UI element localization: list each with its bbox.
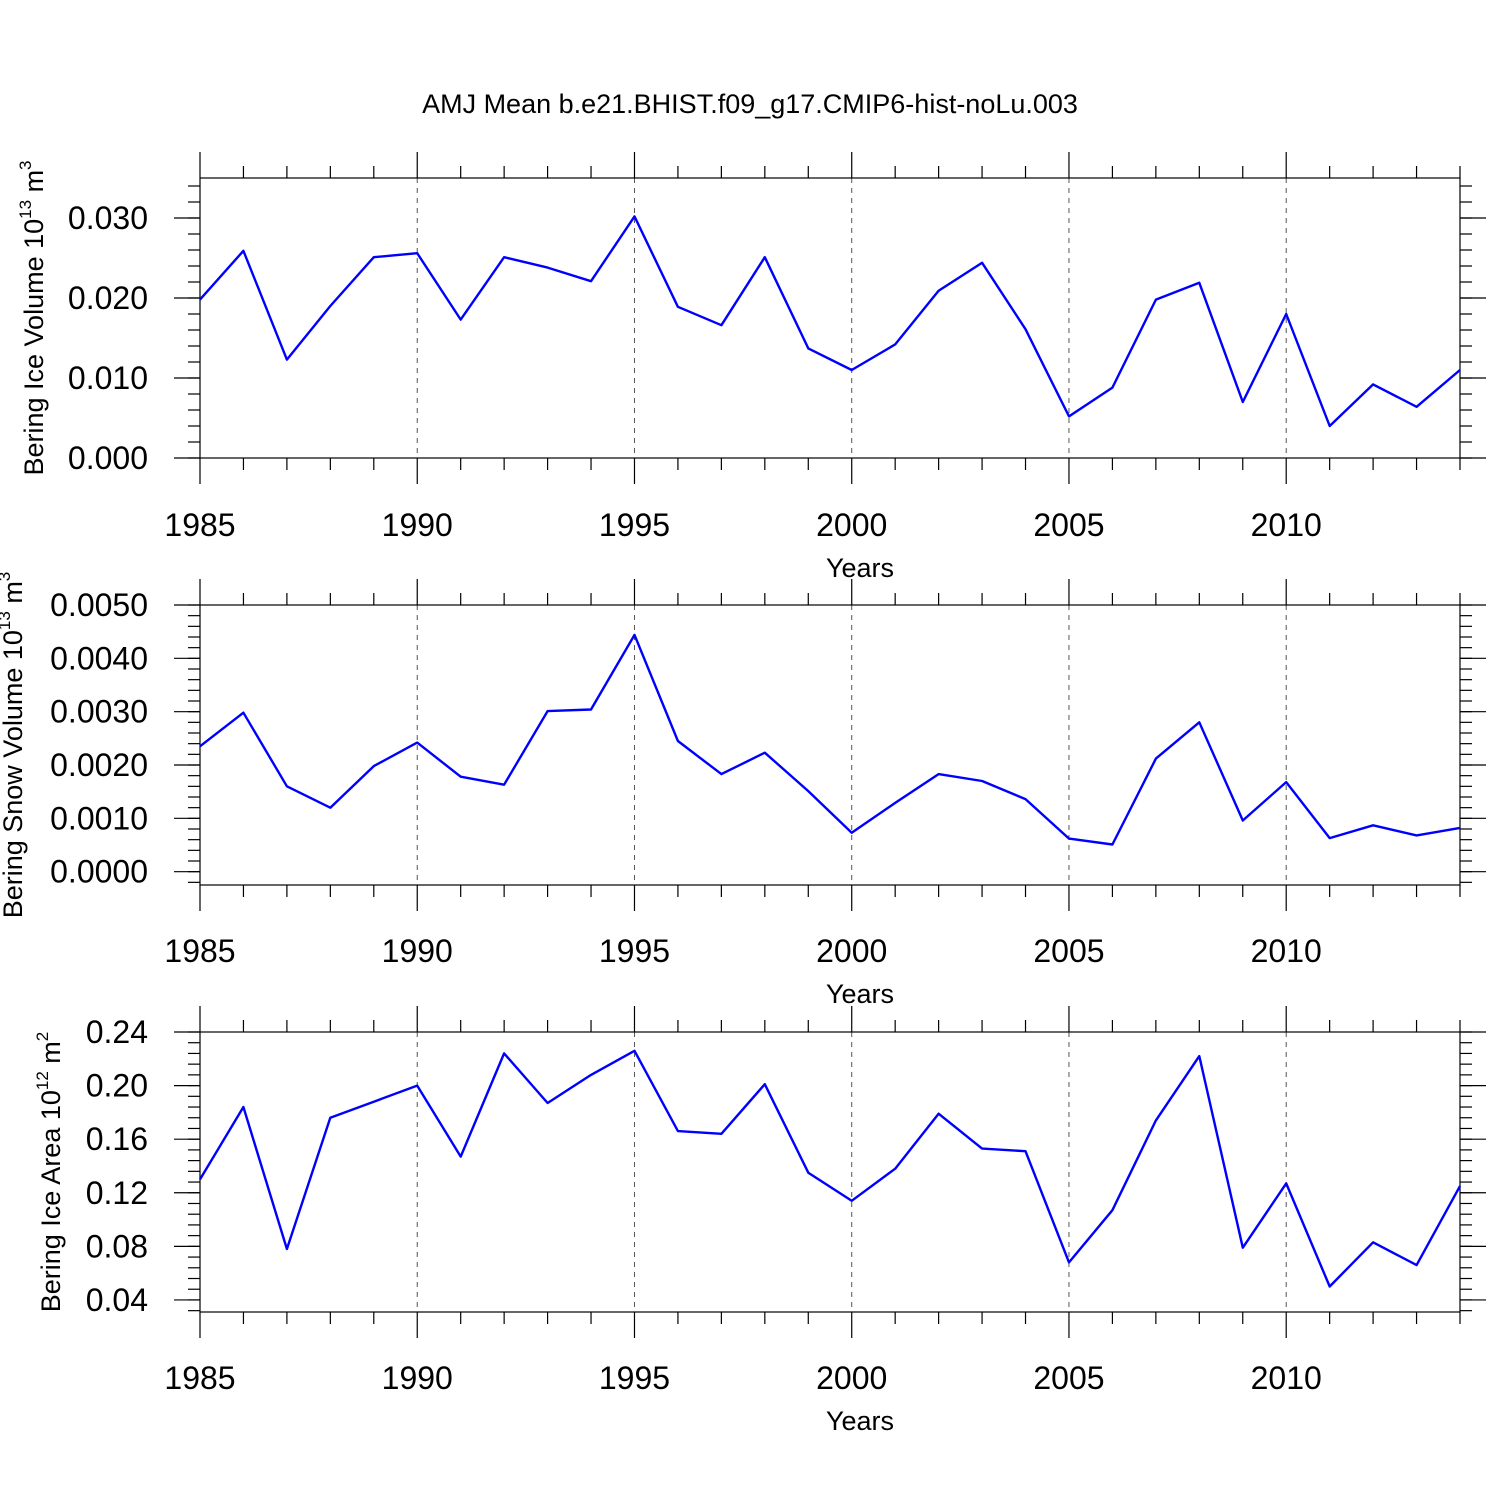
ice-volume-y-tick-label: 0.030 [68, 200, 148, 236]
snow-volume-x-tick-label: 2010 [1251, 933, 1322, 969]
snow-volume-y-axis-label: Bering Snow Volume 1013 m3 [0, 572, 28, 919]
ice-area-x-tick-label: 2000 [816, 1360, 887, 1396]
snow-volume-x-tick-label: 1990 [382, 933, 453, 969]
snow-volume-panel: 1985 1990 1995 2000 2005 2010 Years 0.0000 0.001… [0, 572, 1486, 1009]
snow-volume-y-axis-label-unit-exp: 3 [0, 572, 14, 581]
snow-volume-y-axis-label-unit: m [0, 581, 28, 611]
ice-area-x-tick-label: 1990 [382, 1360, 453, 1396]
ice-area-y-tick-label: 0.04 [86, 1282, 148, 1318]
ice-volume-y-tick-label: 0.020 [68, 280, 148, 316]
ice-volume-x-tick-label: 1990 [382, 507, 453, 543]
snow-volume-x-axis-label: Years [826, 979, 894, 1009]
ice-volume-y-axis-label: Bering Ice Volume 1013 m3 [16, 160, 49, 475]
figure-title: AMJ Mean b.e21.BHIST.f09_g17.CMIP6-hist-… [422, 89, 1078, 119]
ice-area-y-tick-label: 0.12 [86, 1175, 148, 1211]
ice-volume-y-axis-label-main: Bering Ice Volume 10 [19, 219, 49, 476]
snow-volume-y-tick-label: 0.0030 [50, 694, 148, 730]
ice-area-y-axis-label-exp: 12 [33, 1071, 52, 1090]
ice-volume-y-axis-label-unit-exp: 3 [16, 160, 35, 169]
snow-volume-y-tick-label: 0.0040 [50, 640, 148, 676]
ice-area-panel: 1985 1990 1995 2000 2005 2010 Years 0.04 0.08 0.1… [33, 1006, 1486, 1436]
ice-volume-x-tick-label: 2000 [816, 507, 887, 543]
ice-volume-y-tick-label: 0.010 [68, 360, 148, 396]
ice-volume-x-axis-label: Years [826, 553, 894, 583]
snow-volume-y-tick-label: 0.0000 [50, 854, 148, 890]
ice-area-y-tick-label: 0.24 [86, 1014, 148, 1050]
ice-volume-x-tick-label: 2010 [1251, 507, 1322, 543]
snow-volume-plot-frame [199, 604, 1461, 886]
ice-volume-y-tick-label: 0.000 [68, 440, 148, 476]
ice-volume-x-tick-label: 1995 [599, 507, 670, 543]
snow-volume-x-tick-label: 1985 [164, 933, 235, 969]
ice-volume-plot-frame [199, 177, 1461, 459]
ice-volume-y-axis-label-exp: 13 [16, 200, 35, 219]
snow-volume-y-tick-label: 0.0050 [50, 587, 148, 623]
ice-area-y-axis-label-unit-exp: 2 [33, 1032, 52, 1041]
ice-area-x-tick-label: 2010 [1251, 1360, 1322, 1396]
ice-area-y-tick-label: 0.20 [86, 1068, 148, 1104]
snow-volume-y-tick-label: 0.0010 [50, 800, 148, 836]
ice-area-series-line [198, 1049, 1462, 1288]
snow-volume-y-axis-label-main: Bering Snow Volume 10 [0, 630, 28, 918]
ice-area-x-tick-label: 1995 [599, 1360, 670, 1396]
ice-area-plot-frame [199, 1031, 1461, 1313]
ice-area-x-tick-label: 2005 [1033, 1360, 1104, 1396]
snow-volume-x-tick-label: 1995 [599, 933, 670, 969]
ice-volume-x-tick-label: 1985 [164, 507, 235, 543]
ice-area-x-axis-label: Years [826, 1406, 894, 1436]
snow-volume-y-tick-label: 0.0020 [50, 747, 148, 783]
ice-area-y-tick-label: 0.08 [86, 1228, 148, 1264]
ice-area-y-axis-label: Bering Ice Area 1012 m2 [33, 1032, 66, 1313]
ice-volume-panel: 1985 1990 1995 2000 2005 2010 Years 0.000 0.010 0… [16, 152, 1486, 583]
snow-volume-x-tick-label: 2000 [816, 933, 887, 969]
snow-volume-series-line [199, 633, 1461, 846]
ice-volume-x-tick-label: 2005 [1033, 507, 1104, 543]
ice-volume-y-axis-label-unit: m [19, 170, 49, 200]
snow-volume-y-axis-label-exp: 13 [0, 611, 14, 630]
ice-area-y-axis-label-main: Bering Ice Area 10 [36, 1090, 66, 1312]
snow-volume-x-tick-label: 2005 [1033, 933, 1104, 969]
ice-area-x-tick-label: 1985 [164, 1360, 235, 1396]
ice-volume-series-line [199, 215, 1461, 428]
ice-area-y-tick-label: 0.16 [86, 1121, 148, 1157]
ice-area-y-axis-label-unit: m [36, 1041, 66, 1071]
